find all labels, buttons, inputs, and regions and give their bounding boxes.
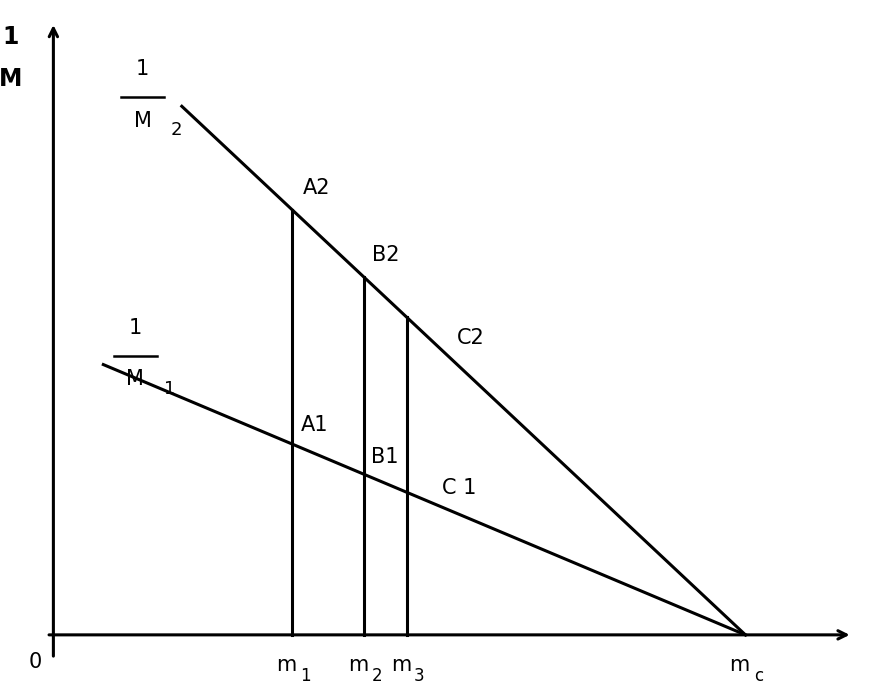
Text: 1: 1 [129,318,142,337]
Text: 2: 2 [171,122,182,140]
Text: 1: 1 [3,25,18,49]
Text: 3: 3 [414,667,424,685]
Text: C2: C2 [456,328,484,348]
Text: M: M [0,67,22,91]
Text: A1: A1 [301,415,328,435]
Text: C 1: C 1 [442,478,476,498]
Text: M: M [126,370,144,389]
Text: m: m [390,654,410,674]
Text: c: c [752,667,762,685]
Text: m: m [729,654,749,674]
Text: M: M [133,111,152,131]
Text: B1: B1 [370,447,398,467]
Text: A2: A2 [303,178,331,198]
Text: B2: B2 [372,245,399,265]
Text: m: m [276,654,296,674]
Text: m: m [347,654,367,674]
Text: 1: 1 [136,59,149,79]
Text: 1: 1 [164,379,175,397]
Text: 1: 1 [300,667,310,685]
Text: 0: 0 [29,652,42,672]
Text: 2: 2 [371,667,381,685]
